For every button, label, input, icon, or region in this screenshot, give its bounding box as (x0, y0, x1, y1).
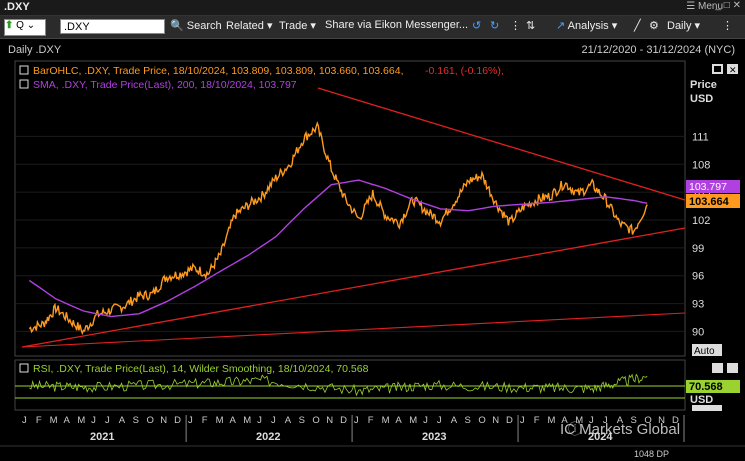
chevron-down-icon: ▾ (266, 20, 273, 32)
undo-icon[interactable]: ↺ (472, 20, 482, 32)
menu-label: Menu (697, 1, 723, 12)
ric-input[interactable]: .DXY (60, 19, 165, 34)
toolbar-options-icon[interactable]: ⋮ (510, 20, 521, 32)
chart-date-range: 21/12/2020 - 31/12/2024 (NYC) (581, 44, 736, 56)
search-button[interactable]: 🔍 Search (170, 19, 222, 32)
trade-label: Trade (279, 20, 308, 32)
related-label: Related (226, 20, 264, 32)
search-icon: 🔍 (170, 20, 184, 32)
menu-icon: ☰ (686, 1, 696, 12)
interval-label: Daily (667, 20, 692, 32)
chevron-down-icon: ▾ (310, 20, 316, 32)
toolbar: ⬆ Q ⌄ .DXY 🔍 Search Related ▾ Trade ▾ Sh… (0, 16, 745, 39)
interval-select[interactable]: Daily ▾ (667, 19, 700, 32)
settings-icon[interactable]: ⚙ (649, 20, 659, 32)
chart-subtitle: Daily .DXY (8, 44, 62, 56)
share-button[interactable]: Share via Eikon Messenger... (325, 19, 469, 31)
chevron-down-icon: ⌄ (26, 20, 36, 31)
trade-menu[interactable]: Trade ▾ (279, 19, 316, 32)
window-controls[interactable]: _ □ ✕ (715, 0, 741, 11)
draw-tool-icon[interactable]: ╱ (634, 20, 641, 32)
redo-icon[interactable]: ↻ (490, 20, 500, 32)
q-label: Q (16, 20, 24, 31)
search-label: Search (186, 20, 222, 32)
chart-area (0, 39, 745, 461)
related-menu[interactable]: Related ▾ (226, 19, 273, 32)
analysis-icon: ↗ (556, 20, 566, 32)
window-title: .DXY (4, 1, 30, 13)
menu-button[interactable]: ☰ Menu (686, 1, 723, 12)
chevron-down-icon: ▾ (611, 20, 618, 32)
up-arrow-icon: ⬆ (5, 20, 14, 31)
analysis-label: Analysis (567, 20, 609, 32)
window-titlebar: .DXY ☰ Menu _ □ ✕ (0, 0, 745, 16)
sort-icon[interactable]: ⇅ (526, 20, 536, 32)
more-options-icon[interactable]: ⋮ (722, 20, 733, 32)
ric-type-select[interactable]: ⬆ Q ⌄ (4, 19, 46, 36)
analysis-menu[interactable]: ↗ Analysis ▾ (556, 19, 617, 32)
chevron-down-icon: ▾ (694, 20, 701, 32)
